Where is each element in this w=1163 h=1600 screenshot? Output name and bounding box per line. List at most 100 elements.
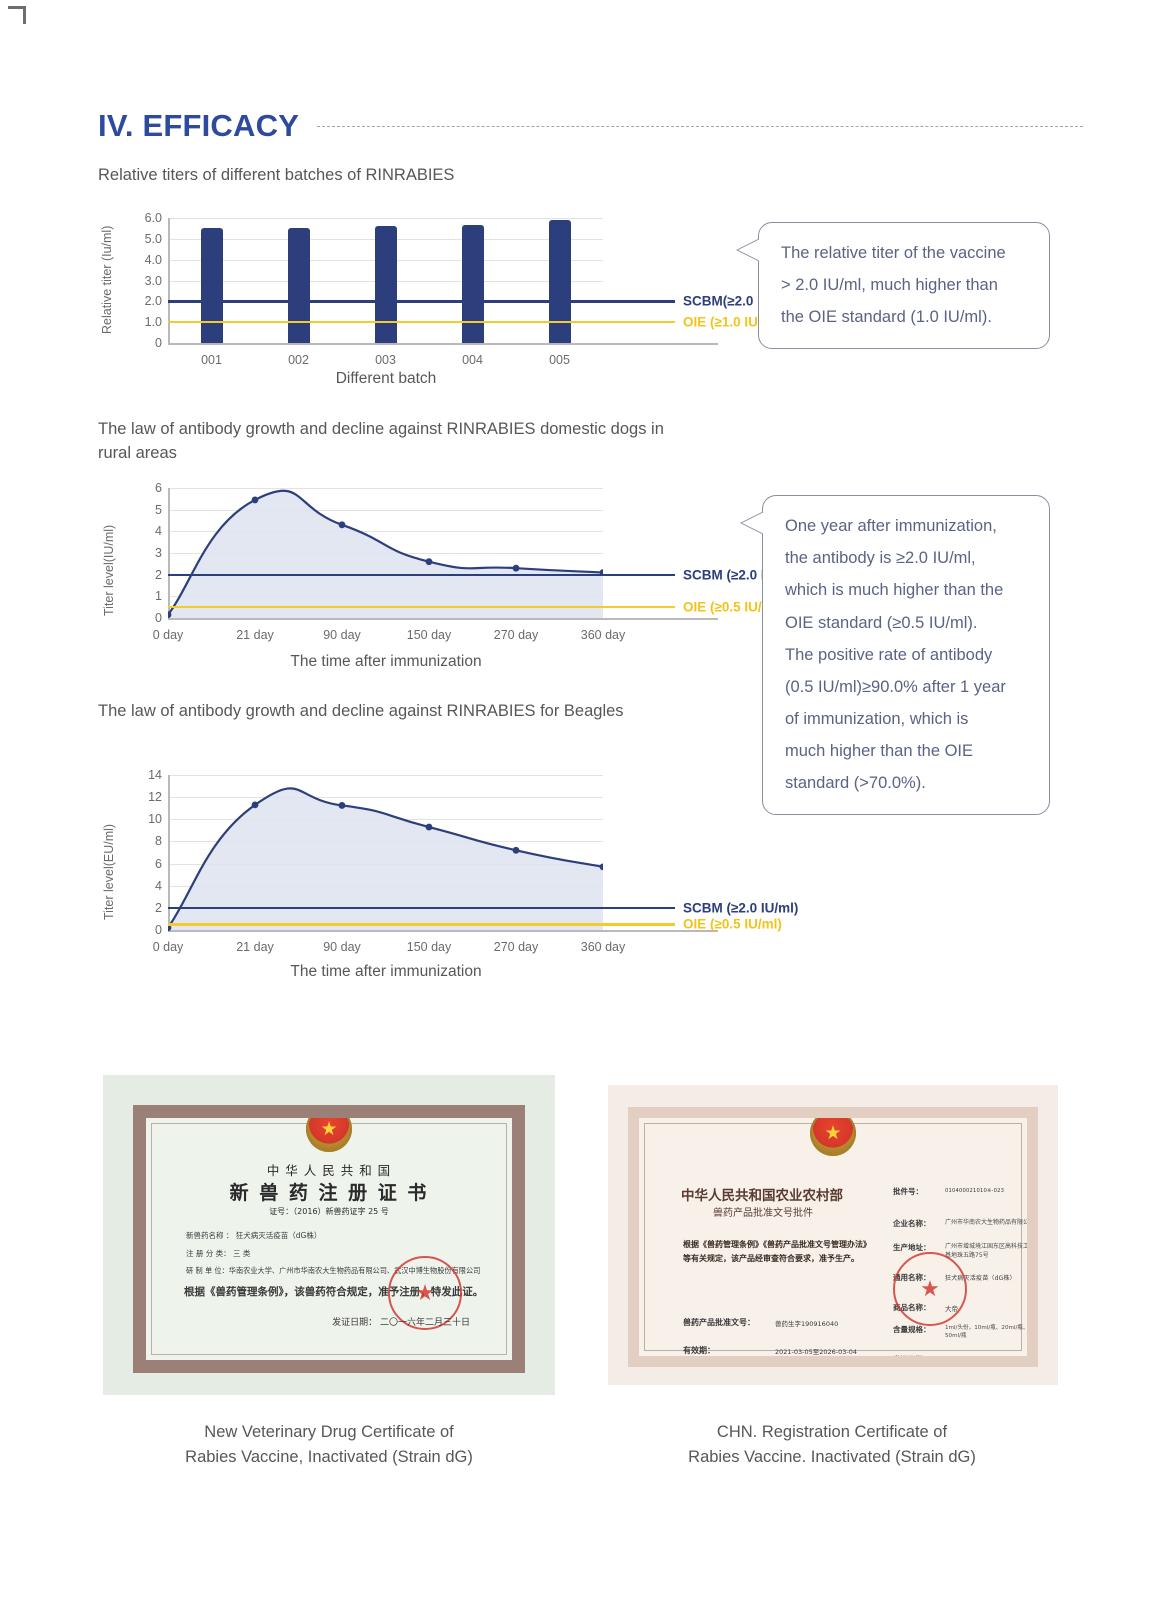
crop-mark bbox=[8, 6, 26, 24]
x-axis-tick: 0 day bbox=[152, 940, 184, 954]
reference-label-oie: OIE (≥0.5 IU/ml) bbox=[683, 916, 782, 932]
y-axis-tick: 10 bbox=[148, 812, 162, 827]
reference-line-oie bbox=[168, 321, 675, 324]
x-axis-tick: 90 day bbox=[323, 940, 361, 954]
y-axis-tick: 6.0 bbox=[144, 211, 162, 225]
y-axis-tick: 4 bbox=[155, 524, 162, 539]
gridline bbox=[168, 531, 603, 533]
x-axis-tick: 004 bbox=[462, 353, 483, 367]
relative-titer-bar-chart: Relative titer (Iu/ml) 0 1.0 2.0 3.0 4.0 5.0 6… bbox=[98, 210, 795, 395]
reference-label-scbm: SCBM (≥2.0 IU/ml) bbox=[683, 900, 799, 916]
callout-line: the antibody is ≥2.0 IU/ml, bbox=[785, 549, 976, 568]
bar bbox=[374, 226, 397, 343]
y-axis-tick: 0 bbox=[155, 336, 162, 350]
x-axis-tick: 150 day bbox=[406, 628, 452, 642]
x-axis-tick: 003 bbox=[375, 353, 396, 367]
gridline bbox=[168, 797, 603, 799]
chart-caption-2: The law of antibody growth and decline a… bbox=[98, 420, 664, 462]
reference-line-scbm bbox=[168, 906, 675, 910]
cert-b-statement: 根据《兽药管理条例》《兽药产品批准文号管理办法》等有关规定，该产品经审查符合要求… bbox=[683, 1240, 871, 1263]
callout-line: One year after immunization, bbox=[785, 517, 997, 535]
new-veterinary-drug-certificate: ★ 中 华 人 民 共 和 国 新 兽 药 注 册 证 书 证号：（2016）新… bbox=[103, 1075, 555, 1395]
reference-line-oie bbox=[168, 923, 675, 926]
cert-b-issuedate-value: 2021-03-05 bbox=[945, 1355, 983, 1363]
cert-b-generic-value: 狂犬病灭活疫苗（dG株） bbox=[945, 1275, 1016, 1282]
callout-tail-icon bbox=[742, 512, 764, 534]
caption-line-2: Rabies Vaccine, Inactivated (Strain dG) bbox=[185, 1447, 473, 1466]
chart1-y-axis-label: Relative titer (Iu/ml) bbox=[100, 225, 114, 334]
antibody-rural-dogs-line-chart: Titer level(IU/ml) 0 1 2 3 4 5 6 0 day 21 day 90 … bbox=[98, 480, 798, 680]
y-axis-tick: 14 bbox=[148, 768, 162, 782]
header-divider bbox=[317, 125, 1083, 127]
cert-b-company-value: 广州市华南农大生物药品有限公司 bbox=[945, 1219, 1036, 1226]
x-axis-tick: 002 bbox=[288, 353, 309, 367]
chart2-y-axis-label: Titer level(IU/ml) bbox=[102, 524, 116, 616]
cert-b-batchno-label: 批件号： bbox=[893, 1187, 923, 1196]
caption-line-2: Rabies Vaccine. Inactivated (Strain dG) bbox=[688, 1447, 976, 1466]
bar bbox=[287, 228, 310, 343]
certificate-caption-2: CHN. Registration Certificate of Rabies … bbox=[602, 1420, 1062, 1470]
callout-line: which is much higher than the bbox=[785, 581, 1004, 600]
y-axis-tick: 3.0 bbox=[144, 273, 162, 288]
cert-title: 新 兽 药 注 册 证 书 bbox=[229, 1182, 429, 1204]
callout-line: standard (>70.0%). bbox=[785, 774, 926, 793]
cert-issue-date: 发证日期： 二〇一六年二月三十日 bbox=[332, 1318, 470, 1328]
x-axis-tick: 150 day bbox=[406, 940, 452, 954]
cert-b-approval-no-label: 兽药产品批准文号： bbox=[683, 1318, 755, 1327]
y-axis-tick: 5 bbox=[155, 502, 162, 517]
gridline bbox=[168, 509, 603, 511]
callout-line: OIE standard (≥0.5 IU/ml). bbox=[785, 613, 978, 632]
caption-line-1: New Veterinary Drug Certificate of bbox=[204, 1423, 454, 1441]
chart1-x-axis-title: Different batch bbox=[335, 370, 437, 387]
certificate-caption-1: New Veterinary Drug Certificate of Rabie… bbox=[99, 1420, 559, 1470]
x-axis-line bbox=[168, 618, 718, 620]
caption-line-1: CHN. Registration Certificate of bbox=[716, 1423, 948, 1441]
reference-label-oie: OIE (≥1.0 IU/ml) bbox=[683, 314, 782, 330]
x-axis-tick: 21 day bbox=[236, 940, 274, 954]
callout-line: much higher than the OIE bbox=[785, 742, 974, 761]
reference-line-scbm bbox=[168, 300, 675, 303]
callout-line: of immunization, which is bbox=[785, 710, 969, 729]
bar bbox=[461, 225, 484, 343]
y-axis-tick: 2 bbox=[155, 900, 162, 915]
cert-b-address-label: 生产地址： bbox=[893, 1243, 931, 1252]
chart2-x-axis-title: The time after immunization bbox=[290, 653, 482, 670]
x-axis-tick: 270 day bbox=[493, 628, 539, 642]
line-series bbox=[168, 489, 603, 619]
cert-b-company-label: 企业名称： bbox=[893, 1219, 931, 1228]
y-axis-tick: 1.0 bbox=[144, 315, 162, 330]
reference-line-oie bbox=[168, 606, 675, 609]
cert-b-spec-value: 1ml/头份，10ml/瓶、20ml/瓶、50ml/瓶 bbox=[945, 1325, 1029, 1340]
x-axis-line bbox=[168, 343, 718, 345]
cert-b-address-value: 广州市增城境江国东区高科技工业基地珠五路75号 bbox=[945, 1243, 1036, 1259]
official-seal-icon: ★ bbox=[893, 1252, 967, 1326]
callout-line: the OIE standard (1.0 IU/ml). bbox=[781, 308, 992, 327]
x-axis-line bbox=[168, 930, 718, 932]
official-seal-icon: ★ bbox=[388, 1256, 462, 1330]
y-axis-tick: 12 bbox=[148, 790, 162, 805]
gridline bbox=[168, 775, 603, 776]
y-axis-line bbox=[168, 775, 170, 930]
callout-relative-titer: The relative titer of the vaccine > 2.0 … bbox=[738, 222, 1050, 349]
callout-line: (0.5 IU/ml)≥90.0% after 1 year bbox=[785, 677, 1006, 696]
cert-b-spec-label: 含量规格： bbox=[893, 1325, 931, 1334]
y-axis-tick: 2 bbox=[155, 567, 162, 582]
y-axis-line bbox=[168, 218, 170, 343]
x-axis-tick: 360 day bbox=[580, 940, 626, 954]
chart-caption-3: The law of antibody growth and decline a… bbox=[98, 702, 624, 720]
x-axis-tick: 0 day bbox=[152, 628, 184, 642]
gridline bbox=[168, 218, 603, 219]
national-emblem-icon: ★ bbox=[810, 1118, 856, 1156]
antibody-beagles-line-chart: Titer level(EU/ml) 0 2 4 6 8 10 12 14 0 day 21 da… bbox=[98, 765, 798, 985]
callout-line: The relative titer of the vaccine bbox=[781, 244, 1006, 262]
x-axis-tick: 270 day bbox=[493, 940, 539, 954]
y-axis-tick: 8 bbox=[155, 834, 162, 849]
cert-b-title: 中华人民共和国农业农村部 bbox=[681, 1188, 843, 1204]
cert-b-batchno-value: 010400021010※-023 bbox=[945, 1188, 1005, 1194]
y-axis-tick: 0 bbox=[155, 923, 162, 937]
chart3-x-axis-title: The time after immunization bbox=[290, 963, 482, 980]
x-axis-tick: 001 bbox=[201, 353, 222, 367]
chn-registration-certificate: ★ 中华人民共和国农业农村部 兽药产品批准文号批件 根据《兽药管理条例》《兽药产… bbox=[608, 1085, 1058, 1385]
y-axis-tick: 4.0 bbox=[144, 252, 162, 267]
cert-field-category: 注 册 分 类： 三 类 bbox=[186, 1249, 251, 1258]
